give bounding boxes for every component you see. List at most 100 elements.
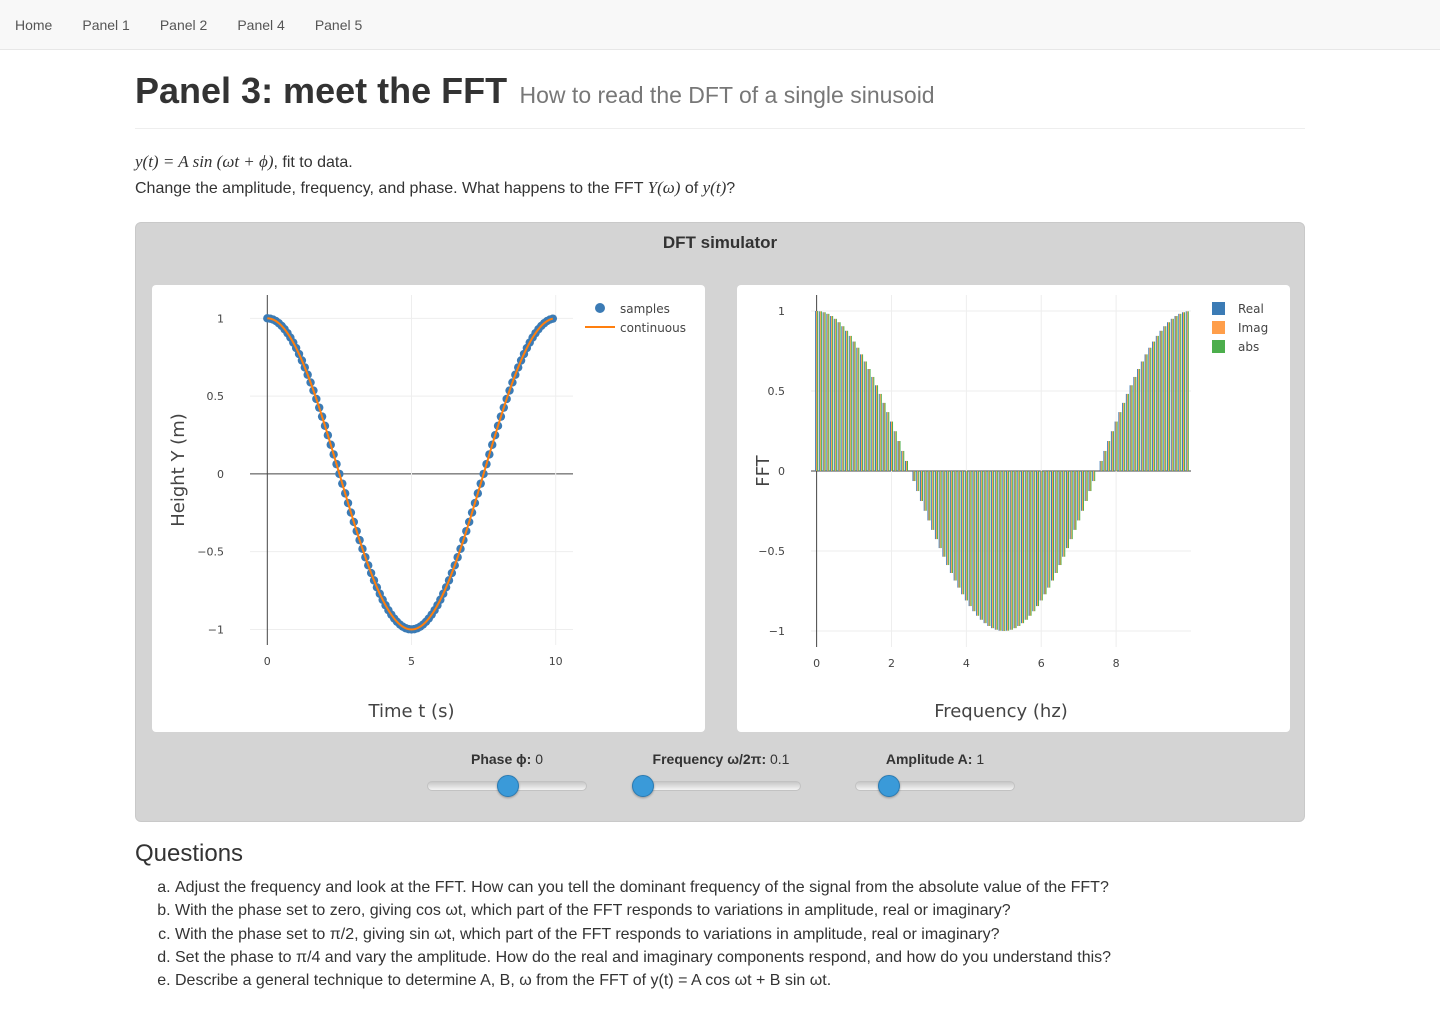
nav-home[interactable]: Home	[15, 16, 53, 33]
fft-bar-imag	[977, 471, 979, 616]
fft-plot-xtick-label: 2	[888, 657, 895, 670]
fft-bar-abs	[1157, 335, 1159, 471]
fft-bar-real	[1185, 311, 1187, 471]
fft-bar-real	[867, 369, 869, 471]
nav-panel-4[interactable]: Panel 4	[237, 16, 285, 33]
fft-bar-abs	[929, 471, 931, 521]
fft-bar-real	[916, 471, 918, 492]
fft-bar-abs	[828, 313, 830, 471]
fft-bar-real	[860, 354, 862, 471]
fft-bar-abs	[903, 450, 905, 471]
time-domain-plot[interactable]: 1 0.5 0 −0.5 −1 0 5 10 Time t (s) Height Y (m) sam…	[152, 285, 705, 732]
frequency-slider-track[interactable]	[632, 775, 801, 797]
fft-bar-abs	[895, 431, 897, 471]
fft-bar-real	[1021, 471, 1023, 624]
phase-slider-track[interactable]	[427, 775, 587, 797]
fft-bar-abs	[847, 330, 849, 471]
fft-bar-imag	[846, 330, 848, 471]
fft-bar-abs	[1165, 326, 1167, 471]
nav-panel-2[interactable]: Panel 2	[159, 16, 208, 33]
fft-bar-imag	[995, 471, 997, 630]
fft-bar-imag	[969, 471, 971, 607]
fft-bar-imag	[842, 326, 844, 471]
fft-bar-imag	[1168, 322, 1170, 471]
amplitude-slider-track[interactable]	[855, 775, 1015, 797]
fft-svg[interactable]: 1 0.5 0 −0.5 −1 0 2 4 6 8 Frequency (hz) FFT Real Ima…	[737, 285, 1290, 732]
fft-bar-abs	[817, 311, 819, 471]
fft-bar-real	[912, 471, 914, 482]
fft-bar-abs	[1142, 361, 1144, 471]
fft-bar-abs	[839, 322, 841, 471]
fft-bar-abs	[966, 471, 968, 601]
fft-bar-abs	[1090, 471, 1092, 492]
fft-bar-imag	[872, 376, 874, 471]
fft-bar-abs	[925, 471, 927, 511]
fft-plot-x-axis-title: Frequency (hz)	[934, 701, 1068, 722]
fft-bar-abs	[1019, 471, 1021, 626]
fft-bar-imag	[958, 471, 960, 588]
fft-bar-real	[972, 471, 974, 612]
fft-bar-abs	[989, 471, 991, 626]
fft-bar-imag	[1100, 460, 1102, 471]
fft-bar-real	[1077, 471, 1079, 521]
nav-panel-1[interactable]: Panel 1	[82, 16, 130, 33]
fft-bar-real	[1069, 471, 1071, 540]
fft-bar-imag	[1051, 471, 1054, 581]
amplitude-value: 1	[976, 751, 985, 767]
fft-bar-imag	[1108, 441, 1110, 471]
fft-bar-real	[904, 460, 906, 471]
fft-bar-real	[961, 471, 963, 595]
fft-bar-real	[923, 471, 925, 511]
fft-bar-abs	[921, 471, 923, 501]
fft-bar-abs	[936, 471, 938, 540]
fft-bar-abs	[1026, 471, 1028, 620]
fft-bar-imag	[849, 335, 851, 471]
fft-bar-real	[882, 402, 884, 471]
amplitude-slider-handle[interactable]	[877, 775, 900, 797]
fft-bar-imag	[947, 471, 949, 566]
fft-bar-imag	[868, 369, 870, 471]
fft-plot-ytick-label: 1	[778, 305, 785, 318]
fft-bar-real	[856, 347, 858, 471]
fft-bar-abs	[1056, 471, 1058, 573]
fft-plot-xtick-label: 4	[963, 657, 970, 670]
fft-bar-real	[1122, 402, 1124, 471]
fft-bar-imag	[853, 341, 855, 471]
fft-bar-abs	[1071, 471, 1073, 540]
intro-line-2-end: ?	[726, 180, 736, 197]
continuous-line	[267, 317, 554, 631]
fft-plot-ytick-label: −0.5	[758, 545, 785, 558]
fft-bar-imag	[1048, 471, 1050, 588]
phase-value: 0	[535, 751, 543, 767]
fft-bar-abs	[877, 385, 879, 471]
fft-bar-abs	[1045, 471, 1047, 595]
fft-bar-imag	[1066, 471, 1068, 549]
frequency-slider-handle[interactable]	[632, 775, 654, 797]
fft-bar-real	[1137, 369, 1139, 471]
fft-bar-abs	[1184, 312, 1186, 471]
fft-bar-abs	[918, 471, 920, 492]
fft-bar-imag	[1175, 316, 1177, 471]
fft-bar-abs	[832, 316, 834, 471]
fft-bar-imag	[1010, 471, 1012, 630]
fft-bar-imag	[988, 471, 990, 626]
time-domain-svg[interactable]: 1 0.5 0 −0.5 −1 0 5 10 Time t (s) Height Y (m) sam…	[152, 285, 705, 732]
fft-bar-real	[1155, 335, 1157, 471]
legend-real-label: Real	[1238, 302, 1264, 316]
fft-plot-xtick-label: 6	[1038, 657, 1045, 670]
fft-bar-imag	[917, 471, 919, 492]
fft-bar-real	[1133, 376, 1135, 471]
nav-panel-5[interactable]: Panel 5	[314, 16, 363, 33]
fft-plot[interactable]: 1 0.5 0 −0.5 −1 0 2 4 6 8 Frequency (hz) FFT Real Ima…	[737, 285, 1290, 732]
fft-bar-imag	[857, 347, 859, 471]
fft-bar-abs	[873, 376, 875, 471]
fft-bar-real	[949, 471, 951, 573]
time-plot-ytick-label: 0	[217, 468, 224, 481]
fft-bar-abs	[824, 312, 826, 471]
fft-bar-real	[845, 330, 847, 471]
fft-bar-imag	[1164, 326, 1166, 471]
fft-bar-real	[1062, 471, 1064, 557]
time-plot-xtick-label: 0	[264, 655, 271, 668]
fft-bar-imag	[902, 450, 904, 471]
phase-slider-handle[interactable]	[497, 775, 519, 797]
